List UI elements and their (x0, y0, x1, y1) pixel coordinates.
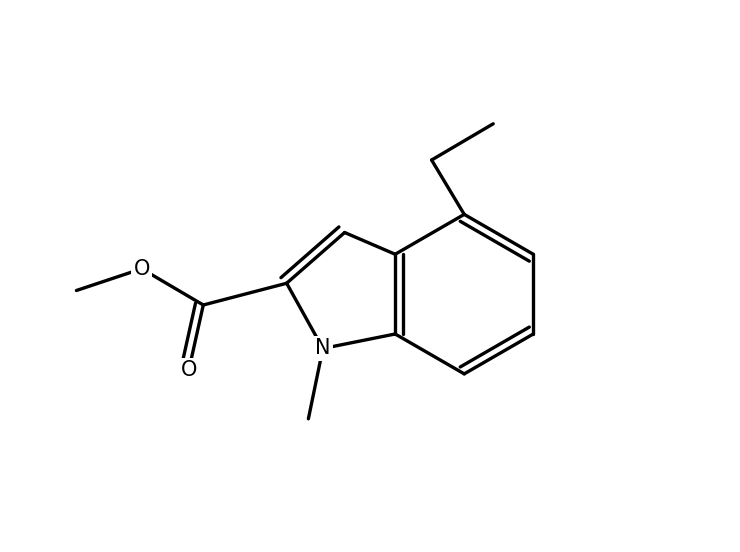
Text: O: O (181, 360, 197, 380)
Text: N: N (315, 338, 331, 358)
Text: O: O (133, 259, 149, 279)
